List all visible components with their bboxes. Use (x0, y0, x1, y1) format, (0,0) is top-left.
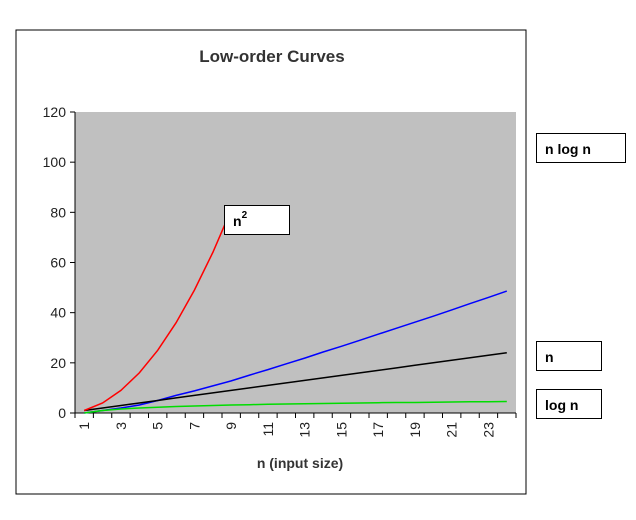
x-axis-label: n (input size) (257, 455, 343, 471)
series-line-n2 (83, 209, 232, 412)
legend-label-n-squared: n2 (224, 205, 290, 235)
x-tick-label: 21 (444, 422, 460, 438)
chart-title: Low-order Curves (199, 47, 344, 66)
y-tick-label: 80 (50, 204, 66, 220)
y-tick-label: 100 (43, 154, 67, 170)
x-tick-label: 7 (186, 422, 202, 430)
plot-area (75, 112, 516, 413)
x-tick-label: 15 (333, 422, 349, 438)
x-tick-label: 19 (407, 422, 423, 438)
legend-label-nlogn: n log n (536, 133, 626, 163)
x-tick-label: 13 (297, 422, 313, 438)
x-tick-label: 1 (76, 422, 92, 430)
y-tick-label: 120 (43, 104, 67, 120)
y-tick-label: 20 (50, 355, 66, 371)
legend-label-n: n (536, 341, 602, 371)
legend-label-logn: log n (536, 389, 602, 419)
series-line-log-n (84, 400, 507, 414)
y-tick-label: 0 (58, 405, 66, 421)
x-tick-label: 11 (260, 422, 276, 437)
legend-label-n-squared-exponent: 2 (241, 210, 248, 221)
legend-label-n-squared-base: n (233, 213, 242, 229)
x-axis: 1 3 5 7 9 11 13 15 17 19 21 23 (74, 412, 517, 438)
x-tick-label: 17 (370, 422, 386, 438)
y-axis: 0 20 40 60 80 100 120 (43, 104, 76, 421)
x-tick-label: 9 (223, 422, 239, 430)
x-tick-label: 3 (113, 422, 129, 430)
x-tick-label: 23 (480, 422, 496, 438)
series-lines (83, 209, 508, 414)
x-tick-label: 5 (150, 422, 166, 430)
series-line-n (84, 352, 507, 412)
y-tick-label: 60 (50, 255, 66, 271)
y-tick-label: 40 (50, 305, 66, 321)
